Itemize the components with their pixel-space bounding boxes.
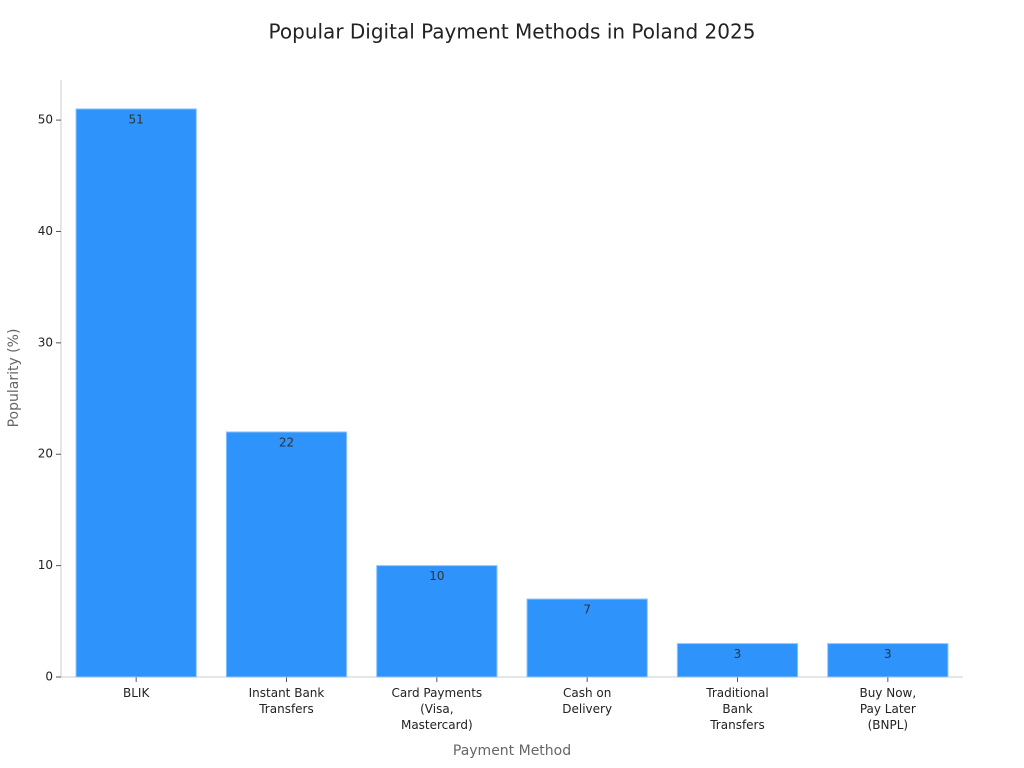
bar [827,643,949,678]
y-axis-label: Popularity (%) [6,329,22,428]
y-tick-label: 10 [38,558,53,572]
value-label: 10 [429,569,444,583]
bar [75,108,197,678]
chart-title: Popular Digital Payment Methods in Polan… [269,20,756,44]
y-tick-label: 0 [45,670,53,684]
y-tick-label: 50 [38,113,53,127]
x-tick-label: Card Payments (Visa, Mastercard) [391,686,483,732]
value-label: 22 [279,435,294,449]
bar [676,643,799,678]
value-label: 3 [884,647,892,661]
y-tick-label: 40 [38,224,53,238]
bar [225,431,348,678]
y-tick-label: 30 [38,335,53,349]
x-tick-label: Buy Now, Pay Later (BNPL) [859,686,917,732]
y-tick-label: 20 [38,447,53,461]
value-label: 7 [583,603,591,617]
x-tick-label: Instant Bank Transfers [248,686,325,716]
x-axis-label: Payment Method [453,743,571,759]
bar [526,598,648,678]
value-label: 51 [129,112,144,126]
x-tick-label: Traditional Bank Transfers [706,686,769,732]
bar [376,565,498,678]
x-tick-label: BLIK [122,686,150,700]
x-tick-label: Cash on Delivery [562,686,613,716]
value-label: 3 [734,647,742,661]
